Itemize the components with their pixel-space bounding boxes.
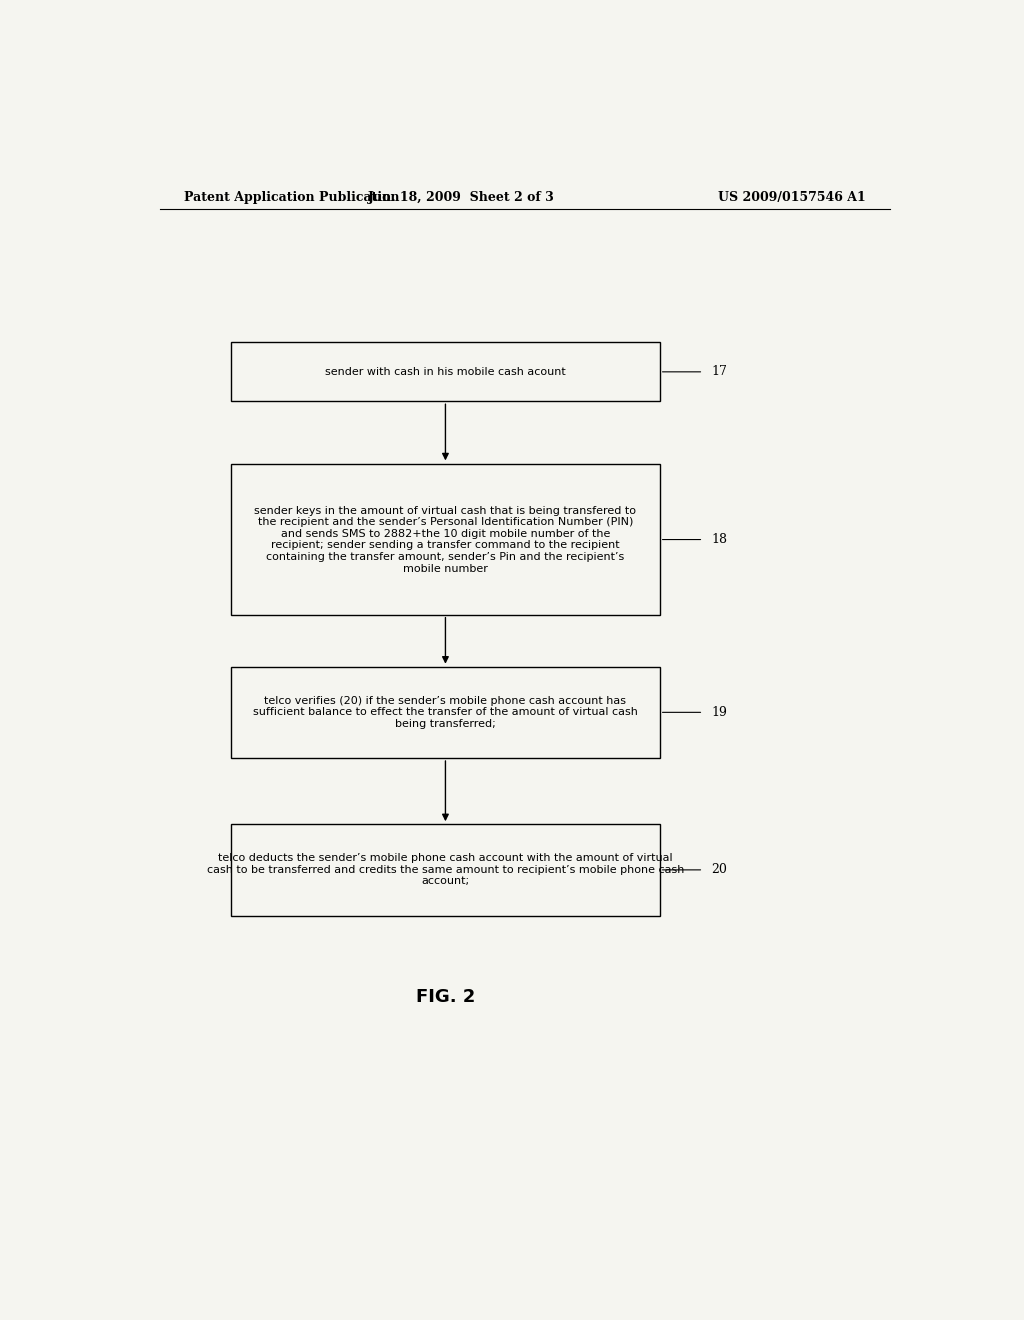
Text: 18: 18 [712, 533, 727, 546]
Text: sender keys in the amount of virtual cash that is being transfered to
the recipi: sender keys in the amount of virtual cas… [254, 506, 637, 574]
FancyBboxPatch shape [231, 465, 659, 615]
Text: Jun. 18, 2009  Sheet 2 of 3: Jun. 18, 2009 Sheet 2 of 3 [368, 190, 555, 203]
Text: 20: 20 [712, 863, 727, 876]
Text: telco deducts the sender’s mobile phone cash account with the amount of virtual
: telco deducts the sender’s mobile phone … [207, 853, 684, 887]
FancyBboxPatch shape [231, 824, 659, 916]
Text: sender with cash in his mobile cash acount: sender with cash in his mobile cash acou… [325, 367, 566, 376]
Text: 17: 17 [712, 366, 727, 379]
FancyBboxPatch shape [231, 342, 659, 401]
Text: 19: 19 [712, 706, 727, 719]
Text: US 2009/0157546 A1: US 2009/0157546 A1 [718, 190, 866, 203]
Text: FIG. 2: FIG. 2 [416, 987, 475, 1006]
Text: telco verifies (20) if the sender’s mobile phone cash account has
sufficient bal: telco verifies (20) if the sender’s mobi… [253, 696, 638, 729]
Text: Patent Application Publication: Patent Application Publication [183, 190, 399, 203]
FancyBboxPatch shape [231, 667, 659, 758]
